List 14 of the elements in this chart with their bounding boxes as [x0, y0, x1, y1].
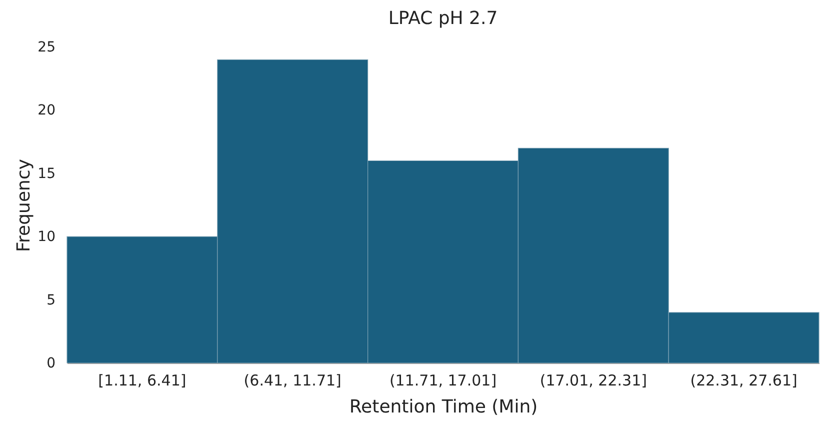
x-tick-label: [1.11, 6.41]: [98, 372, 186, 390]
y-tick-label: 0: [46, 356, 56, 372]
y-tick-label: 20: [38, 102, 56, 119]
x-tick-label: (17.01, 22.31]: [540, 372, 647, 390]
y-tick-label: 25: [38, 40, 56, 56]
y-axis-title: Frequency: [14, 158, 35, 252]
y-tick-label: 5: [46, 292, 56, 308]
y-tick-label: 10: [38, 229, 56, 246]
x-tick-label: (6.41, 11.71]: [244, 372, 342, 390]
x-tick-label: (22.31, 27.61]: [690, 372, 798, 390]
x-axis-title: Retention Time (Min): [349, 396, 538, 418]
y-tick-label: 15: [38, 166, 56, 182]
x-tick-label: (11.71, 17.01]: [389, 372, 497, 390]
chart-title: LPAC pH 2.7: [388, 8, 498, 29]
